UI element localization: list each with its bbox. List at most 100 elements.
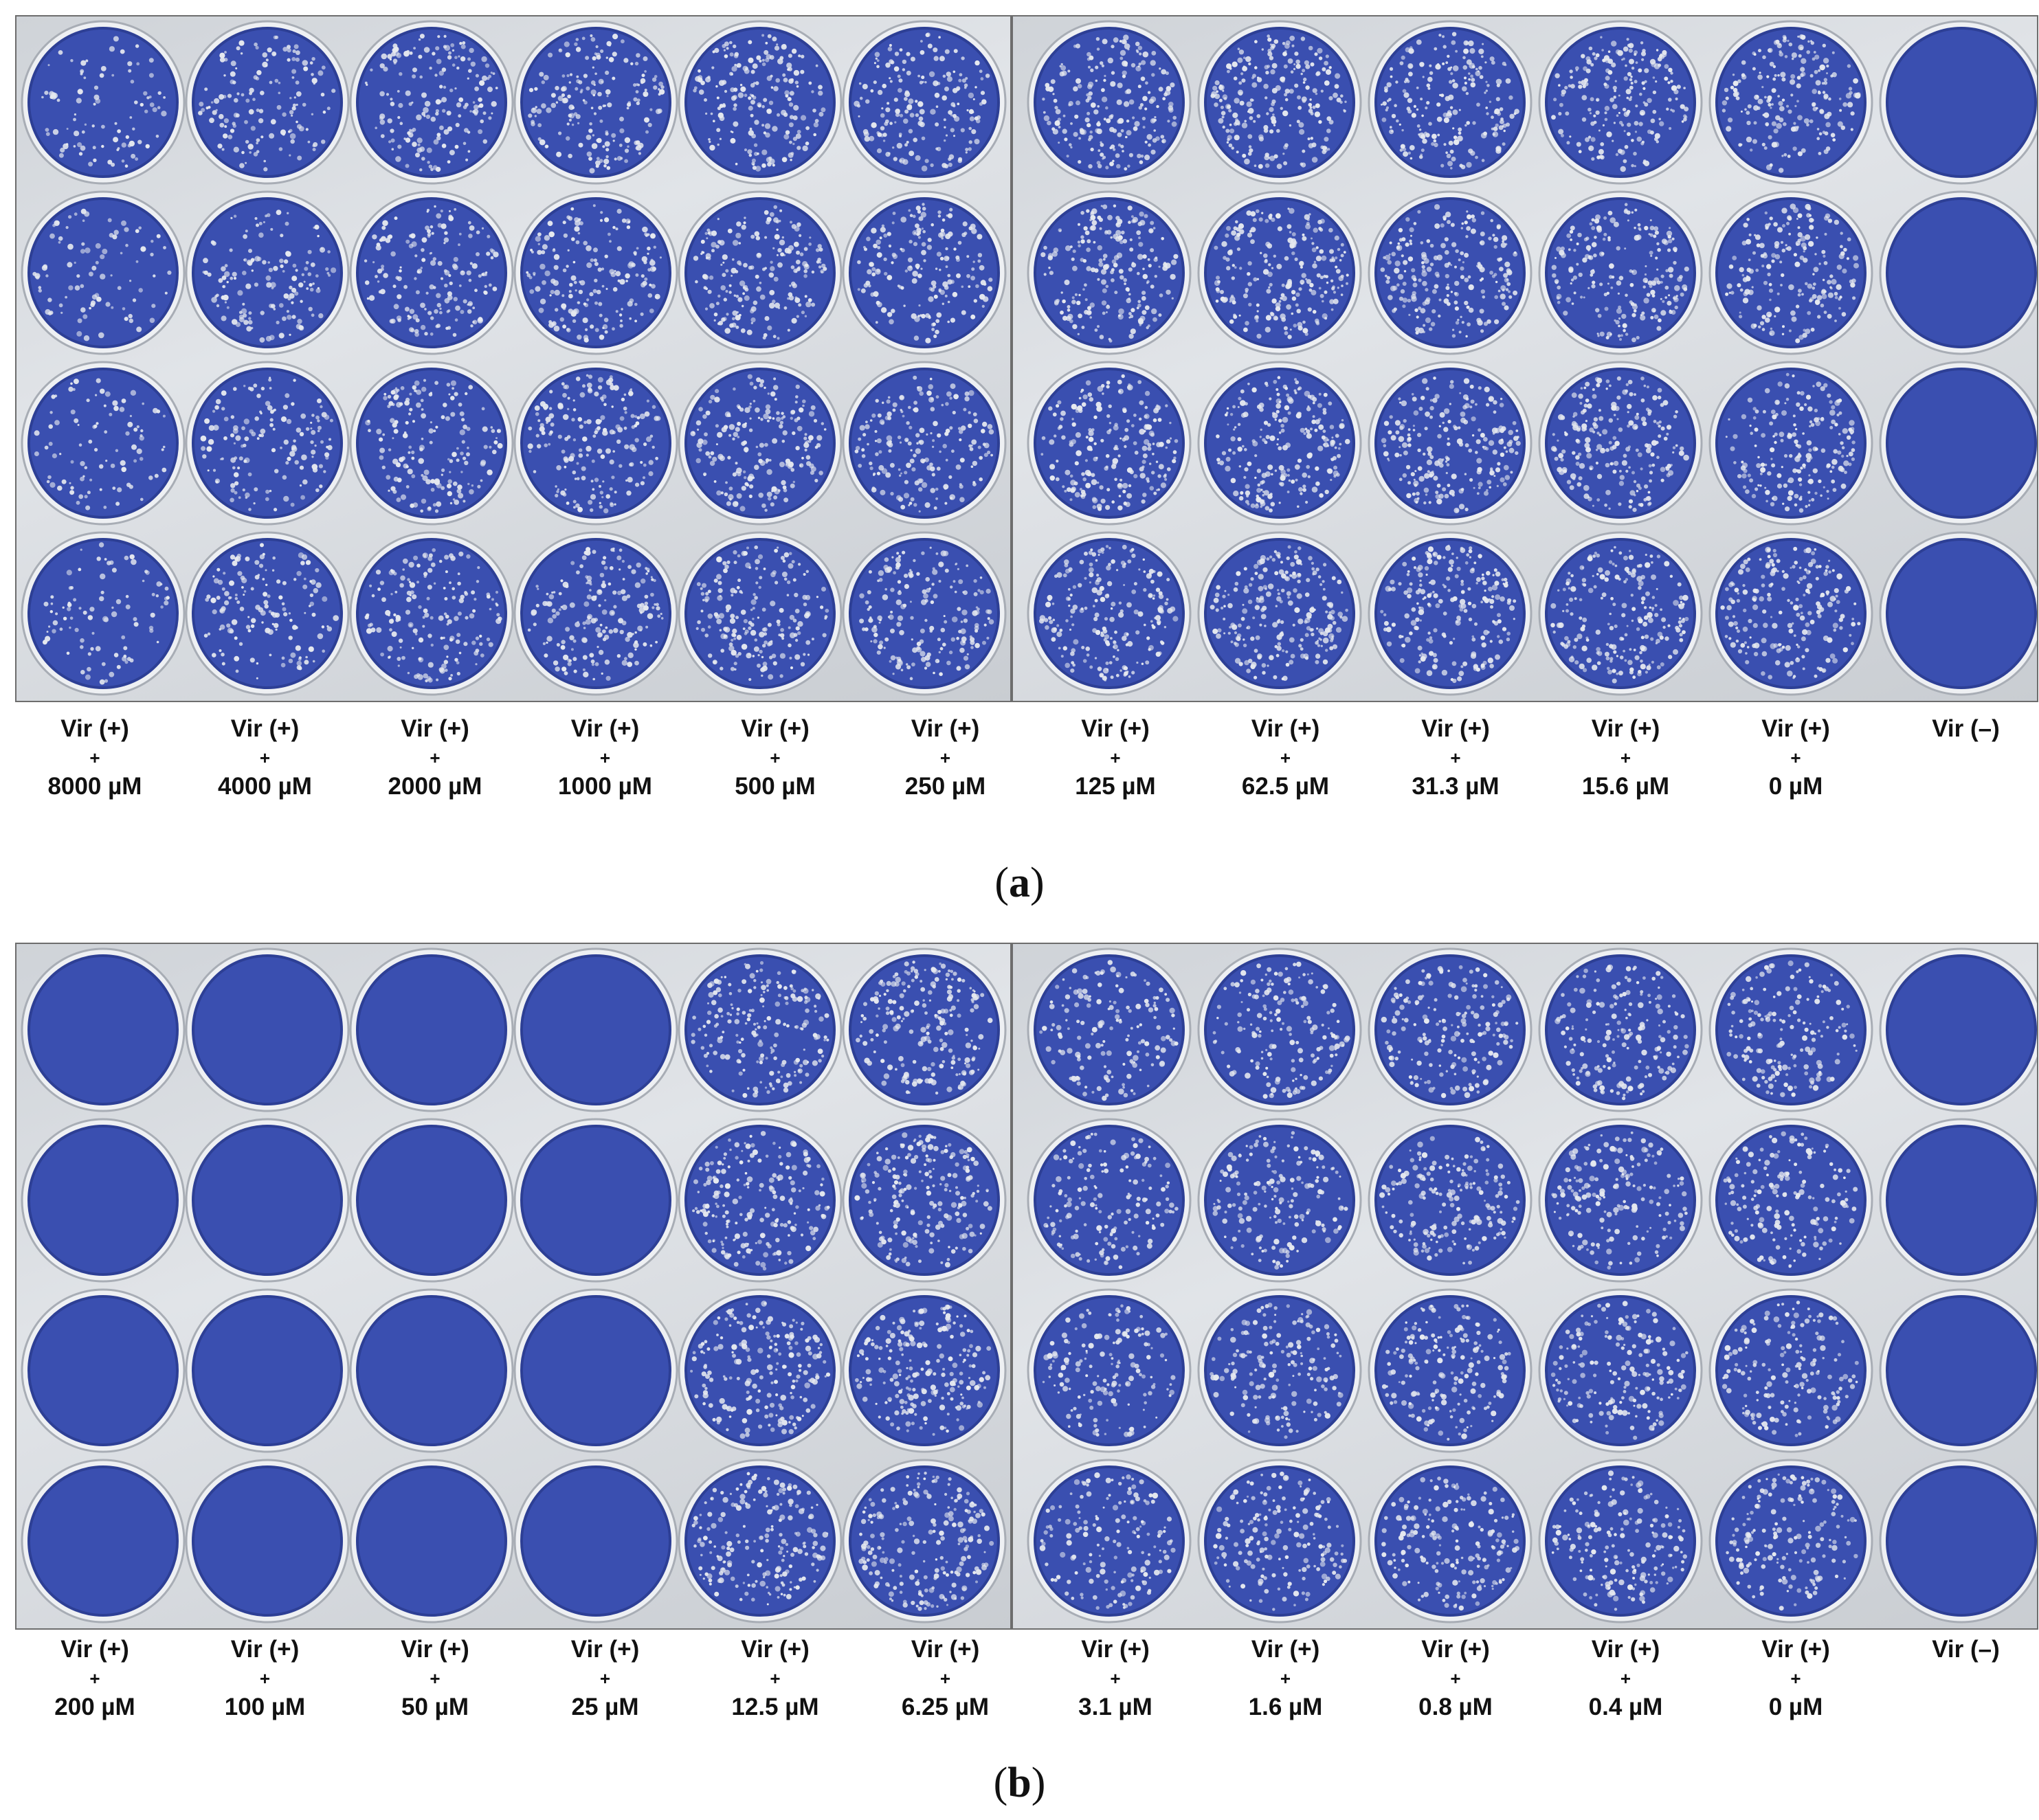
label-line-top: Vir (+) [401,715,469,742]
label-line-mid: + [1280,1668,1291,1689]
culture-well [1027,190,1192,355]
label-line-top: Vir (+) [401,1636,469,1663]
culture-well [1197,947,1362,1112]
concentration-label: Vir (+) +0.4 µM [1557,1635,1695,1722]
label-line-top: Vir (+) [741,1636,810,1663]
label-line-top: Vir (+) [911,715,980,742]
culture-well [21,531,186,696]
culture-well [678,531,843,696]
concentration-label: Vir (+) +1000 µM [537,715,674,801]
label-line-mid: + [599,748,611,768]
label-line-top: Vir (+) [1591,1636,1660,1663]
label-line-mid: + [1110,1668,1121,1689]
label-line-bottom: 31.3 µM [1412,773,1500,800]
concentration-label: Vir (+) +250 µM [877,715,1014,801]
culture-well [1879,20,2037,185]
concentration-label: Vir (+) +100 µM [197,1635,334,1722]
label-line-bottom: 2000 µM [388,773,482,800]
label-line-mid: + [1450,748,1461,768]
concentration-label: Vir (+) +3.1 µM [1047,1635,1184,1722]
label-line-top: Vir (–) [1932,715,2000,742]
label-line-mid: + [1790,1668,1801,1689]
well-plate-b-left [15,943,1012,1630]
concentration-label: Vir (–) [1897,1635,2035,1664]
culture-well [1197,1288,1362,1453]
well-plate-b-right [1012,943,2038,1630]
label-line-mid: + [89,1668,100,1689]
culture-well [1368,361,1533,526]
culture-well [678,1459,843,1624]
culture-well [349,20,514,185]
culture-well [1708,1288,1873,1453]
culture-well [1368,947,1533,1112]
culture-well [1708,190,1873,355]
label-line-bottom: 3.1 µM [1078,1694,1152,1720]
label-line-bottom: 50 µM [401,1694,469,1720]
plate-svg [1027,947,2037,1624]
culture-well [1197,1118,1362,1283]
culture-well [1879,1459,2037,1624]
culture-well [678,190,843,355]
plate-svg [21,20,1007,696]
concentration-labels-b: Vir (+) +200 µM Vir (+) +100 µM Vir (+) +50 µ… [0,1635,2039,1731]
culture-well [842,20,1007,185]
culture-well [1538,531,1703,696]
culture-well [349,190,514,355]
label-line-bottom: 62.5 µM [1241,773,1330,800]
culture-well [842,1459,1007,1624]
concentration-label: Vir (+) +200 µM [26,1635,164,1722]
culture-well [21,1118,186,1283]
culture-well [1368,531,1533,696]
culture-well [1027,361,1192,526]
label-line-bottom: 4000 µM [218,773,312,800]
culture-well [1879,361,2037,526]
culture-well [185,361,350,526]
culture-well [349,1118,514,1283]
label-line-mid: + [430,748,441,768]
label-line-bottom: 6.25 µM [901,1694,990,1720]
concentration-label: Vir (+) +62.5 µM [1217,715,1355,801]
culture-well [1879,190,2037,355]
culture-well [513,190,678,355]
culture-well [1708,1459,1873,1624]
label-line-mid: + [1790,748,1801,768]
culture-well [1368,190,1533,355]
culture-well [1027,531,1192,696]
plate-svg [1027,20,2037,696]
culture-well [678,20,843,185]
culture-well [1368,1459,1533,1624]
panel-caption-b: (b) [993,1760,1046,1806]
label-line-mid: + [1620,748,1631,768]
panel-caption-a: (a) [994,860,1045,906]
label-line-bottom: 8000 µM [47,773,142,800]
label-line-mid: + [1110,748,1121,768]
label-line-top: Vir (+) [911,1636,980,1663]
label-line-bottom: 100 µM [224,1694,306,1720]
culture-well [842,531,1007,696]
label-line-top: Vir (+) [1761,715,1830,742]
label-line-bottom: 0 µM [1768,1694,1823,1720]
label-line-mid: + [1280,748,1291,768]
culture-well [185,1459,350,1624]
culture-well [1197,20,1362,185]
culture-well [1368,1288,1533,1453]
concentration-label: Vir (+) +50 µM [366,1635,504,1722]
label-line-mid: + [599,1668,611,1689]
label-line-bottom: 0.8 µM [1418,1694,1493,1720]
culture-well [1538,1459,1703,1624]
culture-well [349,947,514,1112]
culture-well [678,1118,843,1283]
culture-well [1708,531,1873,696]
label-line-mid: + [770,1668,781,1689]
culture-well [21,1288,186,1453]
culture-well [1879,1288,2037,1453]
culture-well [1538,20,1703,185]
concentration-label: Vir (+) +2000 µM [366,715,504,801]
culture-well [1708,361,1873,526]
concentration-label: Vir (–) [1897,715,2035,743]
culture-well [349,361,514,526]
culture-well [1197,531,1362,696]
label-line-top: Vir (+) [1251,715,1320,742]
culture-well [1879,531,2037,696]
culture-well [1538,947,1703,1112]
